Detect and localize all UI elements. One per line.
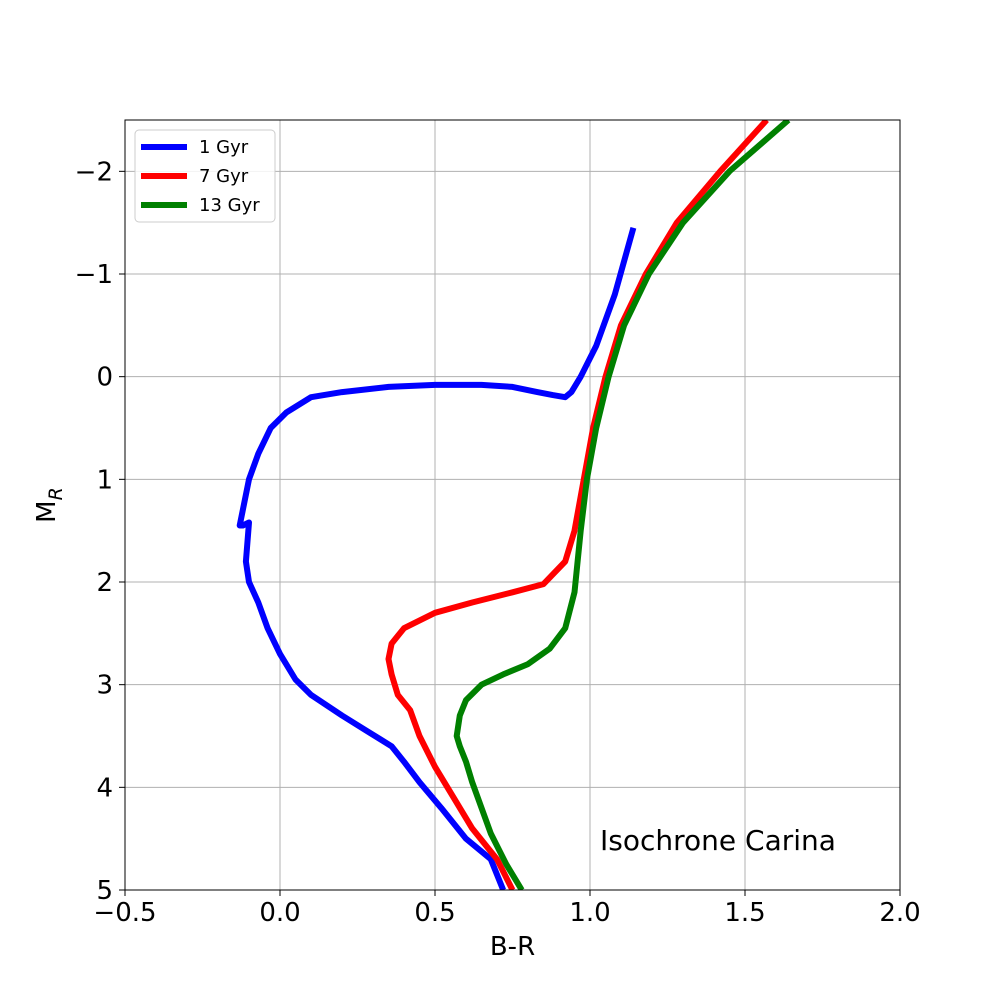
series-line-7-gyr [385, 120, 769, 890]
y-tick-label: 2 [96, 568, 113, 598]
tick-layer: −0.5 0.0 0.5 1.0 1.5 2.0 −2 −1 0 1 2 3 4 5 [75, 157, 921, 928]
y-axis-label-subscript: R [45, 487, 67, 500]
x-tick-label: 0.0 [259, 898, 300, 928]
x-tick-label: 1.0 [569, 898, 610, 928]
x-tick-label: −0.5 [93, 898, 156, 928]
legend-box [134, 129, 276, 223]
y-axis-label-main: M [32, 500, 62, 522]
series-layer [236, 120, 791, 890]
y-tick-label: 5 [96, 876, 113, 906]
legend: 1 Gyr 7 Gyr 13 Gyr [134, 129, 276, 223]
x-tick-label: 1.5 [724, 898, 765, 928]
annotation-text: Isochrone Carina [600, 824, 836, 857]
legend-label-7-gyr: 7 Gyr [199, 166, 249, 187]
y-tick-label: 3 [96, 671, 113, 701]
legend-label-13-gyr: 13 Gyr [199, 195, 260, 216]
x-axis-label: B-R [490, 932, 535, 962]
y-axis-label: MR [32, 487, 67, 523]
y-tick-label: −2 [75, 157, 113, 187]
x-tick-label: 2.0 [879, 898, 920, 928]
x-tick-label: 0.5 [414, 898, 455, 928]
series-line-13-gyr [453, 120, 791, 890]
y-tick-label: 4 [96, 773, 113, 803]
plot-frame [124, 119, 901, 891]
y-tick-label: 1 [96, 465, 113, 495]
series-line-1-gyr [236, 226, 637, 890]
y-tick-label: −1 [75, 260, 113, 290]
legend-label-1-gyr: 1 Gyr [199, 137, 249, 158]
y-tick-label: 0 [96, 363, 113, 393]
